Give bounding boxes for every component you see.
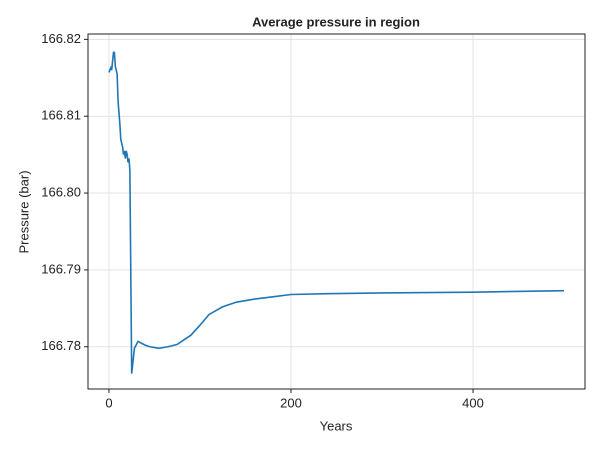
y-tick-label: 166.78	[41, 338, 81, 353]
plot-frame	[87, 33, 586, 390]
chart-title: Average pressure in region	[252, 14, 420, 29]
x-tick-label: 400	[462, 395, 484, 410]
x-axis-label: Years	[320, 418, 353, 433]
y-tick-label: 166.80	[41, 184, 81, 199]
y-tick-label: 166.79	[41, 261, 81, 276]
y-tick-label: 166.81	[41, 108, 81, 123]
data-line	[108, 51, 565, 374]
x-tick-label: 0	[105, 395, 112, 410]
y-axis-label: Pressure (bar)	[16, 170, 31, 253]
x-tick-label: 200	[280, 395, 302, 410]
y-tick-label: 166.82	[41, 31, 81, 46]
